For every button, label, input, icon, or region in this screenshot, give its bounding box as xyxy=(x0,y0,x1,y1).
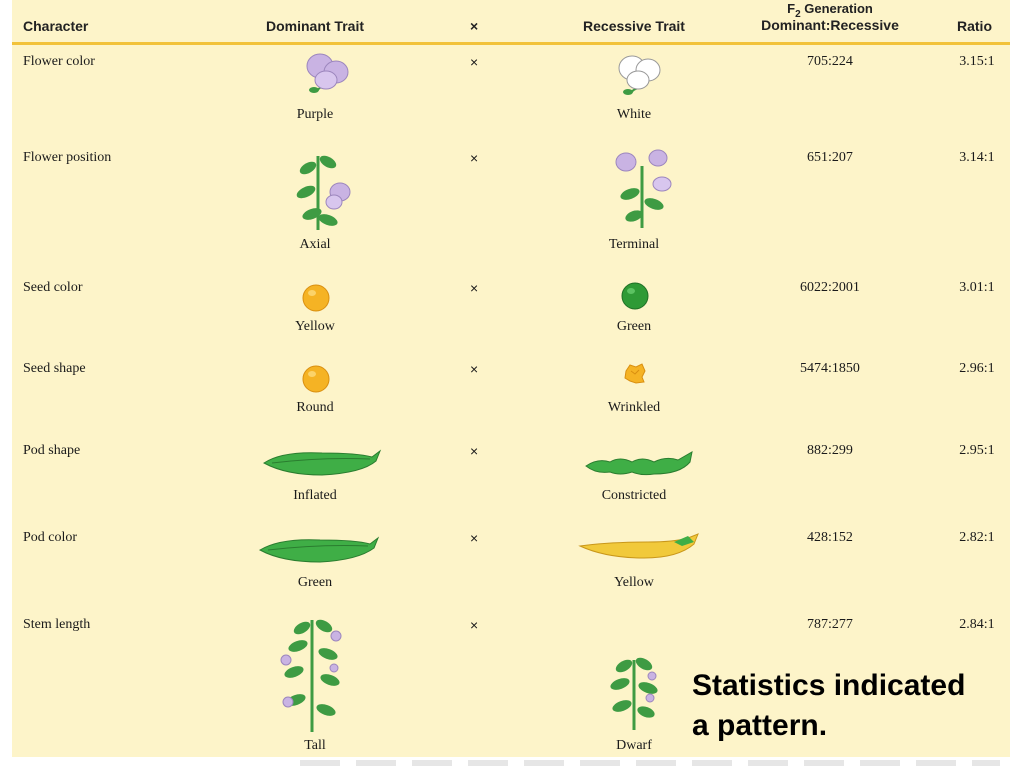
axial-plant-icon xyxy=(290,148,360,232)
row-seed-shape-recessive-label: Wrinkled xyxy=(564,400,704,416)
wrinkled-seed-icon xyxy=(622,361,648,387)
tall-plant-icon xyxy=(272,614,352,734)
header-f2-generation: F2 Generation Dominant:Recessive xyxy=(745,2,915,33)
purple-flower-icon xyxy=(298,50,358,100)
row-stem-length-cross: × xyxy=(470,617,478,633)
row-stem-length-recessive-label: Dwarf xyxy=(564,738,704,754)
inflated-pod-icon xyxy=(262,443,382,479)
header-ratio: Ratio xyxy=(957,18,992,34)
green-pod-icon xyxy=(258,530,382,566)
row-flower-position-dominant-label: Axial xyxy=(245,237,385,253)
row-seed-color-cross: × xyxy=(470,280,478,296)
row-flower-color-character: Flower color xyxy=(23,54,95,70)
row-pod-color-character: Pod color xyxy=(23,530,77,546)
terminal-plant-icon xyxy=(610,146,680,230)
row-stem-length-counts: 787:277 xyxy=(780,617,880,633)
header-f2-letter: F xyxy=(787,1,795,16)
row-seed-color-ratio: 3.01:1 xyxy=(947,280,1007,296)
row-pod-color-dominant-label: Green xyxy=(245,575,385,591)
caption-line-2: a pattern. xyxy=(692,706,1012,746)
row-stem-length-dominant-label: Tall xyxy=(245,738,385,754)
header-f2-line1: F2 Generation xyxy=(745,2,915,18)
header-cross: × xyxy=(470,18,478,34)
row-seed-shape-dominant-label: Round xyxy=(245,400,385,416)
header-f2-line2: Dominant:Recessive xyxy=(745,18,915,33)
row-stem-length-character: Stem length xyxy=(23,617,90,633)
row-seed-shape-counts: 5474:1850 xyxy=(780,361,880,377)
row-pod-shape-counts: 882:299 xyxy=(780,443,880,459)
row-flower-color-recessive-label: White xyxy=(564,107,704,123)
row-pod-shape-recessive-label: Constricted xyxy=(564,488,704,504)
table-panel xyxy=(12,0,1010,757)
row-seed-shape-cross: × xyxy=(470,361,478,377)
caption-line-1: Statistics indicated xyxy=(692,666,1012,706)
header-character: Character xyxy=(23,18,88,34)
row-seed-color-recessive-label: Green xyxy=(564,319,704,335)
row-flower-position-ratio: 3.14:1 xyxy=(947,150,1007,166)
header-f2-generation-word: Generation xyxy=(801,1,873,16)
round-seed-icon xyxy=(301,364,331,394)
row-pod-color-counts: 428:152 xyxy=(780,530,880,546)
row-flower-position-counts: 651:207 xyxy=(780,150,880,166)
cropped-footer-text xyxy=(300,760,1000,766)
row-flower-color-dominant-label: Purple xyxy=(245,107,385,123)
row-flower-position-cross: × xyxy=(470,150,478,166)
row-seed-color-character: Seed color xyxy=(23,280,82,296)
row-seed-shape-ratio: 2.96:1 xyxy=(947,361,1007,377)
white-flower-icon xyxy=(608,50,668,100)
row-seed-color-counts: 6022:2001 xyxy=(780,280,880,296)
header-f2-subscript: 2 xyxy=(795,9,801,20)
row-pod-shape-character: Pod shape xyxy=(23,443,80,459)
row-pod-color-ratio: 2.82:1 xyxy=(947,530,1007,546)
yellow-pod-icon xyxy=(578,530,702,566)
yellow-seed-icon xyxy=(301,283,331,313)
row-flower-position-character: Flower position xyxy=(23,150,111,166)
row-stem-length-ratio: 2.84:1 xyxy=(947,617,1007,633)
header-recessive-trait: Recessive Trait xyxy=(564,18,704,34)
dwarf-plant-icon xyxy=(602,652,666,732)
green-seed-icon xyxy=(620,281,650,311)
header-divider xyxy=(12,42,1010,45)
row-flower-color-ratio: 3.15:1 xyxy=(947,54,1007,70)
row-pod-shape-ratio: 2.95:1 xyxy=(947,443,1007,459)
row-seed-color-dominant-label: Yellow xyxy=(245,319,385,335)
row-flower-position-recessive-label: Terminal xyxy=(564,237,704,253)
row-flower-color-counts: 705:224 xyxy=(780,54,880,70)
row-pod-color-recessive-label: Yellow xyxy=(564,575,704,591)
slide-caption: Statistics indicated a pattern. xyxy=(692,666,1012,746)
row-flower-color-cross: × xyxy=(470,54,478,70)
header-dominant-trait: Dominant Trait xyxy=(245,18,385,34)
row-pod-shape-dominant-label: Inflated xyxy=(245,488,385,504)
constricted-pod-icon xyxy=(584,446,704,482)
row-pod-color-cross: × xyxy=(470,530,478,546)
row-pod-shape-cross: × xyxy=(470,443,478,459)
row-seed-shape-character: Seed shape xyxy=(23,361,86,377)
